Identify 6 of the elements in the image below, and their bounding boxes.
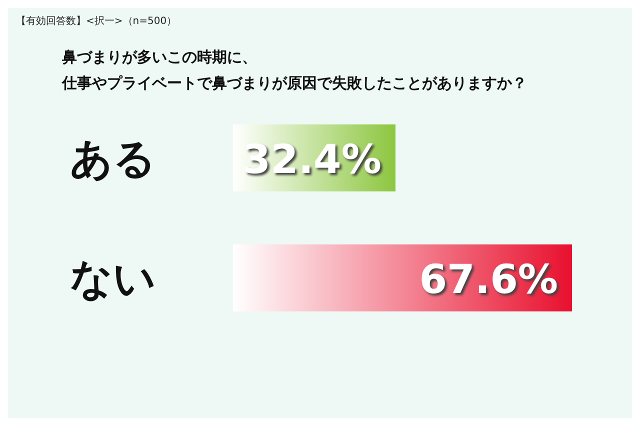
y-tick-label: ある	[70, 134, 156, 183]
y-tick-label: ない	[70, 254, 156, 303]
data-label: 67.6%	[419, 256, 558, 303]
chart-title: 鼻づまりが多いこの時期に、	[62, 47, 258, 68]
text: 【有効回答数】<択一>（n=500）	[16, 14, 177, 28]
chart-subtitle: 仕事やプライベートで鼻づまりが原因で失敗したことがありますか？	[62, 73, 527, 94]
